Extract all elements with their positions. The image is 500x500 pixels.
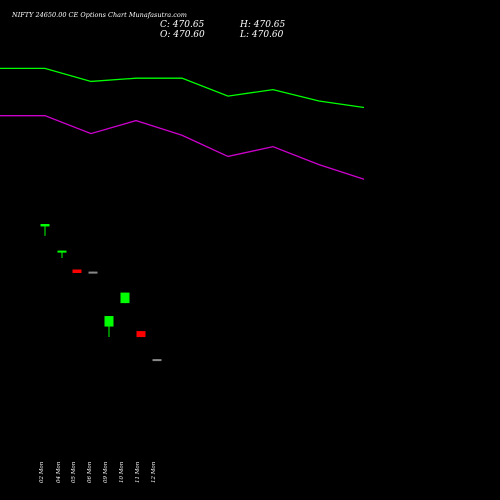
x-tick-label-7: 11 Mon <box>135 461 141 483</box>
candlestick-group <box>40 224 162 362</box>
candle-body-2 <box>57 250 67 253</box>
x-tick-label-8: 12 Mon <box>151 461 157 483</box>
candle-body-5 <box>104 316 114 327</box>
candle-body-3 <box>72 269 82 273</box>
x-axis-tick-labels: 02 Mon 04 Mon 05 Mon 06 Mon 09 Mon 10 Mon 11 M… <box>39 461 157 483</box>
candle-body-4 <box>88 271 98 274</box>
candle-body-7 <box>136 331 146 338</box>
x-tick-label-5: 09 Mon <box>103 461 109 483</box>
open-value: O: 470.60 <box>160 30 205 40</box>
line-series-2 <box>0 115 365 180</box>
x-tick-label-2: 04 Mon <box>56 461 62 483</box>
x-tick-label-1: 02 Mon <box>39 461 45 483</box>
candle-body-6 <box>120 292 130 304</box>
x-tick-label-4: 06 Mon <box>87 461 93 483</box>
candle-body-8 <box>152 359 162 362</box>
high-value: H: 470.65 <box>240 20 286 30</box>
line-series-1 <box>0 67 365 109</box>
x-tick-label-3: 05 Mon <box>71 461 77 483</box>
x-tick-label-6: 10 Mon <box>119 461 125 483</box>
low-value: L: 470.60 <box>240 30 284 40</box>
candle-body-1 <box>40 224 50 227</box>
chart-title: NIFTY 24650.00 CE Options Chart Munafasu… <box>12 11 187 19</box>
line-series-group <box>0 67 365 180</box>
close-value: C: 470.65 <box>160 20 205 30</box>
